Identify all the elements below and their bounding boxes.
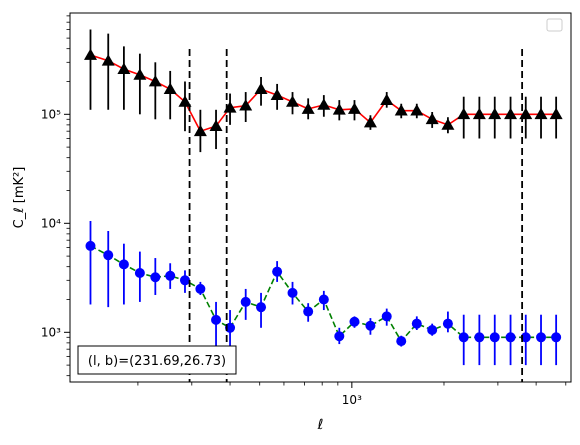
annotation-box [77, 345, 237, 375]
data-point-triangle [117, 62, 131, 74]
data-point-triangle [394, 104, 408, 116]
x-tick-label: 10³ [342, 393, 362, 407]
data-point-circle [240, 296, 251, 307]
data-point-triangle [254, 82, 268, 95]
data-point-triangle [425, 112, 439, 125]
y-tick-label: 10⁵ [41, 107, 61, 121]
data-point-circle [103, 250, 114, 261]
legend-box [546, 18, 563, 32]
data-point-circle [150, 272, 161, 283]
data-point-triangle [410, 104, 424, 116]
data-point-circle [458, 332, 469, 343]
data-point-circle [442, 318, 453, 329]
annotation-text: (l, b)=(231.69,26.73) [88, 354, 226, 369]
series-line [90, 54, 557, 133]
data-point-circle [381, 311, 392, 322]
y-tick-label: 10³ [41, 325, 61, 339]
data-point-circle [349, 316, 360, 327]
series-1 [85, 220, 562, 366]
data-point-triangle [534, 107, 548, 120]
data-point-triangle [519, 107, 533, 120]
data-point-triangle [332, 103, 346, 115]
data-point-circle [365, 320, 376, 331]
data-point-triangle [441, 118, 455, 130]
data-point-triangle [457, 107, 471, 120]
data-point-triangle [347, 102, 361, 114]
data-point-circle [303, 306, 314, 317]
plot-area [83, 29, 563, 382]
data-point-triangle [317, 98, 331, 110]
data-point-circle [287, 287, 298, 298]
data-point-circle [195, 283, 206, 294]
data-point-circle [551, 332, 562, 343]
data-point-circle [318, 294, 329, 305]
data-point-triangle [101, 54, 115, 66]
data-point-circle [536, 332, 547, 343]
data-point-triangle [363, 116, 377, 128]
data-point-triangle [178, 95, 192, 107]
data-point-circle [179, 275, 190, 286]
x-axis-label: ℓ [317, 417, 324, 433]
data-point-triangle [549, 107, 563, 120]
data-point-circle [118, 259, 129, 270]
data-point-circle [427, 324, 438, 335]
data-point-triangle [270, 88, 284, 100]
data-point-triangle [83, 48, 97, 60]
data-point-circle [520, 332, 531, 343]
legend [546, 18, 563, 32]
data-point-triangle [380, 93, 394, 105]
data-point-circle [505, 332, 516, 343]
data-point-triangle [193, 124, 207, 137]
data-point-triangle [209, 119, 223, 131]
data-point-circle [256, 302, 267, 313]
data-point-circle [489, 332, 500, 343]
y-tick-label: 10⁴ [41, 216, 61, 230]
data-point-triangle [301, 102, 315, 114]
data-point-circle [411, 318, 422, 329]
data-point-circle [334, 331, 345, 342]
data-point-triangle [504, 107, 518, 120]
data-point-triangle [286, 95, 300, 107]
annotation-group: (l, b)=(231.69,26.73) [77, 345, 237, 375]
data-point-triangle [488, 107, 502, 120]
data-point-circle [134, 268, 145, 279]
data-point-triangle [148, 74, 162, 87]
y-axis-label: C_ℓ [mK²] [12, 167, 27, 229]
data-point-circle [85, 240, 96, 251]
data-point-triangle [133, 68, 147, 80]
series-0 [83, 29, 563, 153]
data-layer [83, 29, 563, 366]
data-point-circle [396, 336, 407, 347]
data-point-triangle [472, 107, 486, 120]
axes-group: 10³ 10³ 10⁴ 10⁵ ℓ C_ℓ [mK²] [12, 12, 572, 433]
data-point-circle [474, 332, 485, 343]
data-point-circle [272, 266, 283, 277]
data-point-triangle [163, 82, 177, 95]
data-point-circle [165, 270, 176, 281]
data-point-circle [211, 314, 222, 325]
axes-frame [69, 12, 572, 383]
data-point-triangle [239, 99, 253, 111]
